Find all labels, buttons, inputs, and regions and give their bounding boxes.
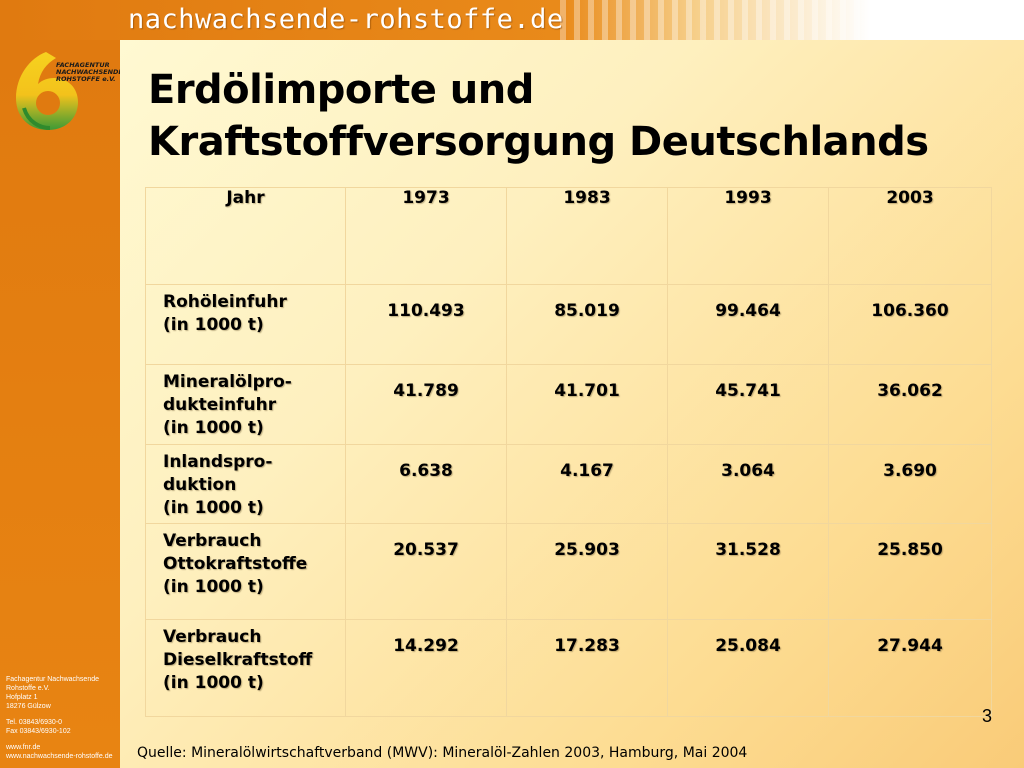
table-cell: 20.537 xyxy=(345,523,507,620)
contact-fax: Fax 03843/6930-102 xyxy=(6,728,71,735)
table-cell: 6.638 xyxy=(345,444,507,524)
row-label-line: (in 1000 t) xyxy=(163,577,264,597)
table-cell: 3.690 xyxy=(828,444,992,524)
table-row: Verbrauch Ottokraftstoffe (in 1000 t) 20… xyxy=(145,523,992,620)
header-cell: 1983 xyxy=(506,187,668,285)
table-cell: 3.064 xyxy=(667,444,829,524)
contact-street: Hofplatz 1 xyxy=(6,694,38,701)
fnr-logo-icon: FACHAGENTUR NACHWACHSENDE ROHSTOFFE e.V. xyxy=(10,46,123,136)
page-title: Erdölimporte und Kraftstoffversorgung De… xyxy=(148,64,1008,168)
row-label: Inlandspro- duktion (in 1000 t) xyxy=(145,444,346,524)
header-cell: Jahr xyxy=(145,187,346,285)
row-label-line: (in 1000 t) xyxy=(163,315,264,335)
table-cell: 25.084 xyxy=(667,619,829,717)
contact-web-link[interactable]: www.fnr.de xyxy=(6,744,41,751)
logo-text-line: ROHSTOFFE e.V. xyxy=(56,75,116,83)
header-cell: 1993 xyxy=(667,187,829,285)
contact-org: Fachagentur Nachwachsende xyxy=(6,676,100,683)
site-title: nachwachsende-rohstoffe.de xyxy=(128,4,564,35)
row-label: Verbrauch Ottokraftstoffe (in 1000 t) xyxy=(145,523,346,620)
table-cell: 36.062 xyxy=(828,364,992,445)
page-number: 3 xyxy=(982,706,993,726)
row-label-line: Ottokraftstoffe xyxy=(163,554,308,574)
table-cell: 31.528 xyxy=(667,523,829,620)
row-label-line: dukteinfuhr xyxy=(163,395,277,415)
row-label: Rohöleinfuhr (in 1000 t) xyxy=(145,284,346,365)
logo-text-line: FACHAGENTUR xyxy=(56,61,110,69)
banner-stripes xyxy=(560,0,860,40)
table-row: Mineralölpro- dukteinfuhr (in 1000 t) 41… xyxy=(145,364,992,445)
row-label-line: Verbrauch xyxy=(163,531,262,551)
row-label-line: Mineralölpro- xyxy=(163,372,292,392)
sidebar: FACHAGENTUR NACHWACHSENDE ROHSTOFFE e.V.… xyxy=(0,40,123,768)
contact-city: 18276 Gülzow xyxy=(6,703,51,710)
row-label-line: (in 1000 t) xyxy=(163,498,264,518)
contact-tel: Tel. 03843/6930-0 xyxy=(6,719,63,726)
table-cell: 27.944 xyxy=(828,619,992,717)
table-cell: 110.493 xyxy=(345,284,507,365)
contact-org: Rohstoffe e.V. xyxy=(6,685,50,692)
table-cell: 41.701 xyxy=(506,364,668,445)
table-row: Inlandspro- duktion (in 1000 t) 6.638 4.… xyxy=(145,444,992,524)
row-label-line: (in 1000 t) xyxy=(163,418,264,438)
header-cell: 2003 xyxy=(828,187,992,285)
source-note: Quelle: Mineralölwirtschaftverband (MWV)… xyxy=(137,745,748,761)
table-cell: 4.167 xyxy=(506,444,668,524)
table-header-row: Jahr 1973 1983 1993 2003 xyxy=(145,187,992,285)
table-row: Rohöleinfuhr (in 1000 t) 110.493 85.019 … xyxy=(145,284,992,365)
contact-web-link[interactable]: www.nachwachsende-rohstoffe.de xyxy=(6,753,113,760)
table-cell: 41.789 xyxy=(345,364,507,445)
table-cell: 17.283 xyxy=(506,619,668,717)
row-label-line: Verbrauch xyxy=(163,627,262,647)
row-label: Verbrauch Dieselkraftstoff (in 1000 t) xyxy=(145,619,346,717)
table-cell: 45.741 xyxy=(667,364,829,445)
table-cell: 25.850 xyxy=(828,523,992,620)
table-cell: 25.903 xyxy=(506,523,668,620)
contact-info: Fachagentur Nachwachsende Rohstoffe e.V.… xyxy=(6,675,118,761)
top-banner: nachwachsende-rohstoffe.de xyxy=(0,0,1024,40)
data-table: Jahr 1973 1983 1993 2003 Rohöleinfuhr (i… xyxy=(145,187,992,717)
table-cell: 14.292 xyxy=(345,619,507,717)
row-label-line: (in 1000 t) xyxy=(163,673,264,693)
row-label-line: Inlandspro- xyxy=(163,452,273,472)
page-title-line: Kraftstoffversorgung Deutschlands xyxy=(148,119,929,165)
row-label-line: Rohöleinfuhr xyxy=(163,292,287,312)
table-cell: 106.360 xyxy=(828,284,992,365)
row-label-line: duktion xyxy=(163,475,237,495)
table-row: Verbrauch Dieselkraftstoff (in 1000 t) 1… xyxy=(145,619,992,717)
table-cell: 85.019 xyxy=(506,284,668,365)
row-label: Mineralölpro- dukteinfuhr (in 1000 t) xyxy=(145,364,346,445)
table-cell: 99.464 xyxy=(667,284,829,365)
header-cell: 1973 xyxy=(345,187,507,285)
page-title-line: Erdölimporte und xyxy=(148,67,534,113)
row-label-line: Dieselkraftstoff xyxy=(163,650,313,670)
logo-text-line: NACHWACHSENDE xyxy=(56,68,123,76)
